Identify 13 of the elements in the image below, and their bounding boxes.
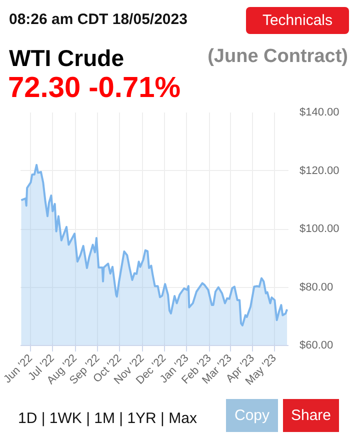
chart-subtitle: (June Contract) xyxy=(208,45,348,69)
text: 72.30 -0.71% xyxy=(8,72,181,104)
y-tick-label: $140.00 xyxy=(300,106,340,118)
text: Share xyxy=(283,399,339,432)
text: Copy xyxy=(226,399,278,432)
y-tick-label: $60.00 xyxy=(300,340,334,352)
chart-title: WTI Crude xyxy=(9,45,124,71)
y-tick-label: $120.00 xyxy=(300,164,340,177)
text: 1D | 1WK | 1M | 1YR | Max xyxy=(18,409,197,429)
y-tick-label: $80.00 xyxy=(300,281,334,294)
text: Technicals xyxy=(246,7,349,34)
text: 08:26 am CDT 18/05/2023 xyxy=(9,10,188,30)
y-tick-label: $100.00 xyxy=(300,223,340,235)
